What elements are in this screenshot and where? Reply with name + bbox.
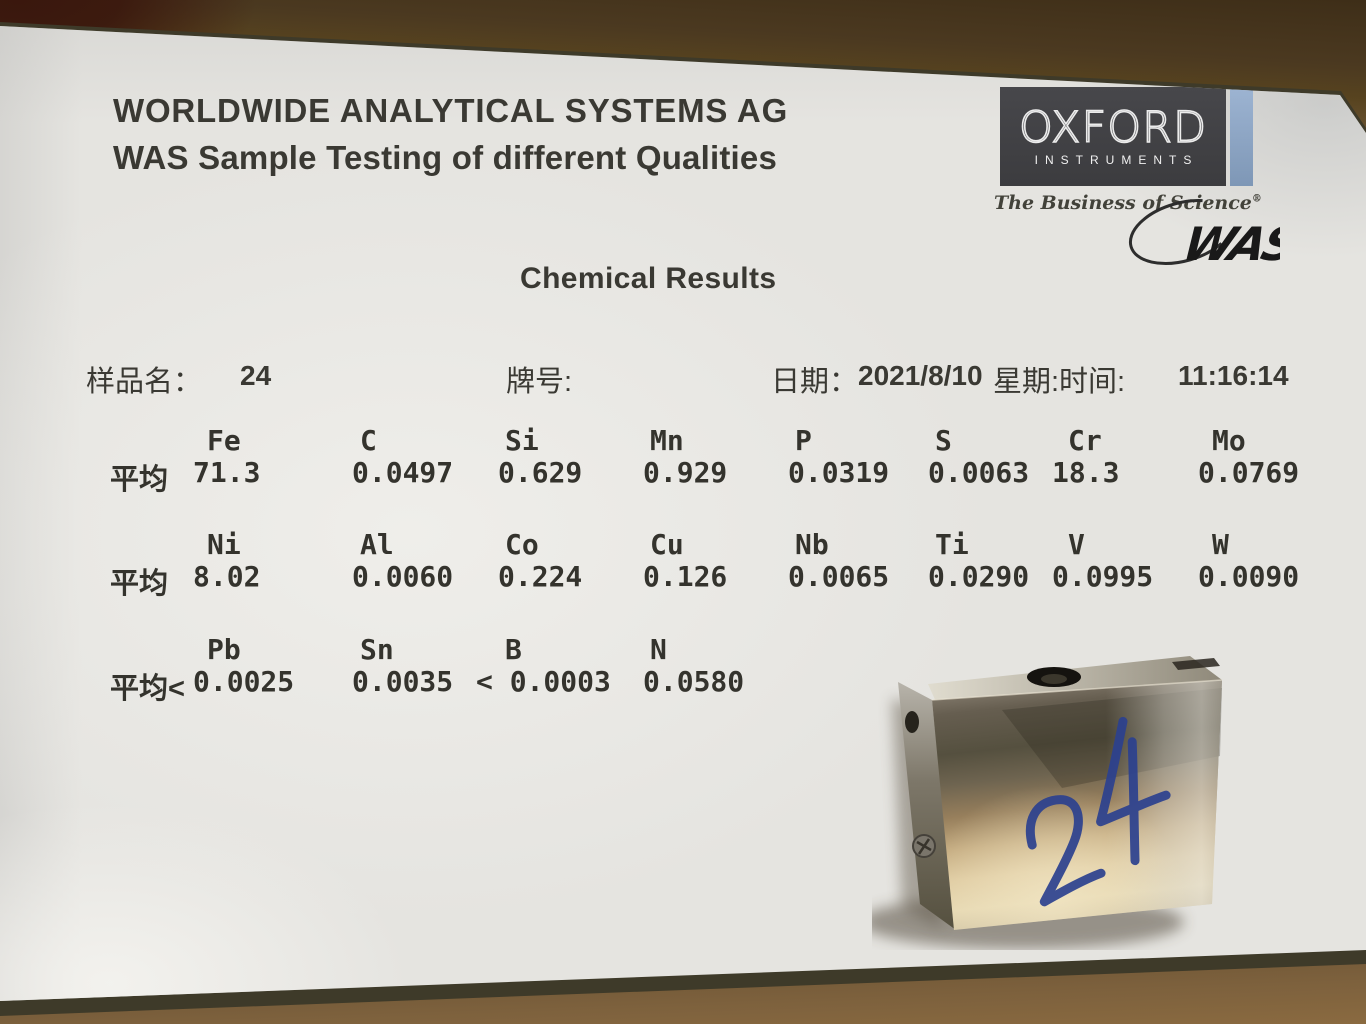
average-row-label: 平均 <box>110 568 169 600</box>
element-header-cu: Cu <box>650 528 684 561</box>
element-header-cr: Cr <box>1068 424 1102 457</box>
block-top-slot <box>1172 658 1220 670</box>
value-sn: 0.0035 <box>352 665 454 698</box>
value-pb: 0.0025 <box>193 665 295 698</box>
metal-sample-block-drawing: 24 <box>860 656 1223 949</box>
date-label: 日期： <box>771 366 859 398</box>
value-al: 0.0060 <box>352 560 454 593</box>
value-nb: 0.0065 <box>788 560 890 593</box>
logo-tagline: The Business of Science® <box>994 192 1262 214</box>
oxford-logo-blue-bar <box>1230 87 1253 186</box>
value-mo: 0.0769 <box>1198 456 1300 489</box>
value-cr: 18.3 <box>1052 456 1120 489</box>
element-header-ni: Ni <box>207 528 241 561</box>
block-top-hole-inner <box>1041 674 1067 684</box>
sample-name-value: 24 <box>240 360 272 391</box>
oxford-logo-subtitle: INSTRUMENTS <box>1034 153 1199 167</box>
handwritten-number-24 <box>1025 716 1171 907</box>
value-ti: 0.0290 <box>928 560 1030 593</box>
value-ni: 8.02 <box>193 560 261 593</box>
block-side-screw-cross <box>916 838 932 855</box>
was-monogram-logo: WAS <box>1128 199 1280 268</box>
value-w: 0.0090 <box>1198 560 1300 593</box>
value-cu: 0.126 <box>643 560 728 593</box>
sample-name-label: 样品名： <box>86 366 203 398</box>
average-row-label: 平均 <box>110 464 169 496</box>
block-top-edge-highlight <box>931 679 1223 701</box>
registered-trademark-symbol: ® <box>1251 193 1262 205</box>
element-header-al: Al <box>360 528 394 561</box>
block-side-hole <box>905 711 919 733</box>
page-title: Chemical Results <box>520 262 777 295</box>
element-header-p: P <box>795 424 812 457</box>
element-header-n: N <box>650 633 667 666</box>
element-header-si: Si <box>505 424 539 457</box>
element-header-w: W <box>1212 528 1229 561</box>
value-fe: 71.3 <box>193 456 261 489</box>
was-monogram-text: WAS <box>1177 218 1280 268</box>
weekday-time-label: 星期:时间: <box>993 366 1126 398</box>
element-header-mn: Mn <box>650 424 684 457</box>
element-header-ti: Ti <box>935 528 969 561</box>
oxford-instruments-logo: OXFORD INSTRUMENTS <box>1000 87 1226 186</box>
element-header-nb: Nb <box>795 528 829 561</box>
value-co: 0.224 <box>498 560 583 593</box>
company-subtitle: WAS Sample Testing of different Qualitie… <box>113 139 778 176</box>
element-header-c: C <box>360 424 377 457</box>
element-header-b: B <box>505 633 522 666</box>
value-v: 0.0995 <box>1052 560 1154 593</box>
element-header-v: V <box>1068 528 1085 561</box>
element-header-fe: Fe <box>207 424 241 457</box>
value-b: < 0.0003 <box>476 665 611 698</box>
block-left-face <box>898 682 956 930</box>
element-header-co: Co <box>505 528 539 561</box>
element-header-mo: Mo <box>1212 424 1246 457</box>
date-value: 2021/8/10 <box>858 360 983 391</box>
average-row-label-less-than: 平均< <box>110 673 185 705</box>
value-p: 0.0319 <box>788 456 890 489</box>
value-si: 0.629 <box>498 456 583 489</box>
value-n: 0.0580 <box>643 665 745 698</box>
element-header-s: S <box>935 424 952 457</box>
metal-sample-block: 24 <box>860 638 1240 950</box>
element-header-pb: Pb <box>207 633 241 666</box>
grade-label: 牌号: <box>506 366 573 398</box>
element-header-sn: Sn <box>360 633 394 666</box>
value-mn: 0.929 <box>643 456 728 489</box>
oxford-logo-wordmark: OXFORD <box>1018 103 1208 153</box>
value-c: 0.0497 <box>352 456 454 489</box>
time-value: 11:16:14 <box>1178 360 1289 391</box>
value-s: 0.0063 <box>928 456 1030 489</box>
company-name: WORLDWIDE ANALYTICAL SYSTEMS AG <box>113 92 789 129</box>
logo-tagline-text: The Business of Science <box>994 192 1252 214</box>
report-header: WORLDWIDE ANALYTICAL SYSTEMS AG WAS Samp… <box>113 92 788 177</box>
